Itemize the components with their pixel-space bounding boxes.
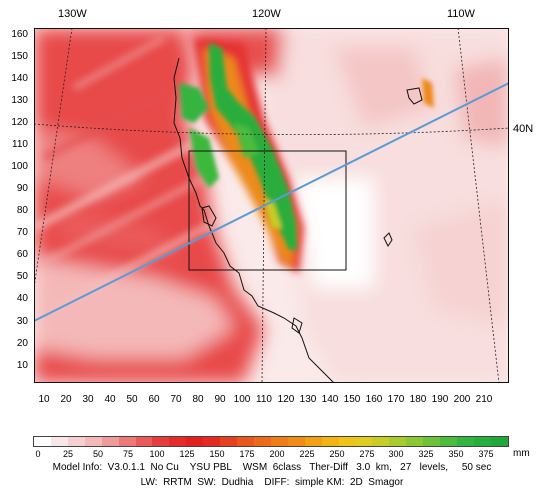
colorbar-swatch	[101, 437, 119, 446]
colorbar-swatch	[473, 437, 491, 446]
colorbar-label: 300	[388, 449, 404, 459]
colorbar-swatch	[186, 437, 204, 446]
y-tick-label: 40	[16, 293, 28, 304]
x-tick-label: 40	[104, 394, 116, 405]
lat-label-40n: 40N	[513, 123, 534, 135]
colorbar-label: 150	[209, 449, 225, 459]
colorbar-swatch	[490, 437, 508, 446]
y-tick-label: 70	[16, 227, 28, 238]
x-tick-label: 30	[82, 394, 94, 405]
x-tick-label: 210	[475, 394, 493, 405]
colorbar-swatch	[287, 437, 305, 446]
x-tick-label: 130	[299, 394, 317, 405]
x-tick-label: 160	[365, 394, 383, 405]
x-tick-label: 70	[170, 394, 182, 405]
land-precip-field	[184, 28, 509, 383]
colorbar-swatch	[304, 437, 322, 446]
model-info-line-1: Model Info: V3.0.1.1 No Cu YSU PBL WSM 6…	[52, 462, 492, 473]
y-tick-label: 120	[11, 117, 28, 128]
colorbar-label: 200	[269, 449, 285, 459]
x-tick-label: 20	[60, 394, 72, 405]
inner-domain-box	[188, 150, 347, 271]
colorbar-swatch	[220, 437, 238, 446]
colorbar-swatch	[423, 437, 441, 446]
colorbar-label: 25	[62, 449, 73, 459]
map-frame	[34, 28, 509, 383]
colorbar-label: 100	[149, 449, 165, 459]
colorbar-swatch	[355, 437, 373, 446]
precip-maxima-green	[179, 43, 434, 250]
y-tick-label: 110	[12, 139, 28, 150]
colorbar-label: 350	[448, 449, 464, 459]
x-tick-label: 190	[431, 394, 449, 405]
colorbar-swatch	[338, 437, 356, 446]
y-tick-label: 150	[11, 51, 28, 62]
colorbar-swatch	[372, 437, 390, 446]
x-tick-label: 200	[453, 394, 471, 405]
colorbar-label: 75	[122, 449, 133, 459]
y-tick-label: 20	[16, 338, 28, 349]
y-tick-label: 130	[11, 95, 28, 106]
colorbar-swatch	[84, 437, 102, 446]
model-info-line-2: LW: RRTM SW: Dudhia DIFF: simple KM: 2D …	[140, 477, 404, 488]
x-tick-label: 80	[192, 394, 204, 405]
colorbar-label: 275	[359, 449, 375, 459]
x-tick-label: 60	[148, 394, 160, 405]
colorbar-label: 50	[92, 449, 103, 459]
y-tick-label: 80	[16, 205, 28, 216]
x-tick-label: 180	[409, 394, 427, 405]
colorbar-label: 0	[35, 449, 41, 459]
colorbar-swatch	[270, 437, 288, 446]
x-tick-label: 10	[38, 394, 50, 405]
precipitation-map	[34, 28, 509, 383]
colorbar-swatch	[34, 437, 51, 446]
lon-label-110w: 110W	[447, 8, 475, 20]
x-tick-label: 120	[277, 394, 295, 405]
colorbar-swatch	[118, 437, 136, 446]
x-tick-label: 170	[387, 394, 405, 405]
x-tick-label: 50	[126, 394, 138, 405]
y-tick-label: 160	[11, 29, 28, 40]
colorbar-swatch	[253, 437, 271, 446]
coastline	[173, 57, 423, 383]
y-tick-label: 90	[16, 183, 28, 194]
colorbar-label: 250	[329, 449, 345, 459]
y-tick-label: 60	[16, 249, 28, 260]
cross-section-line	[34, 82, 509, 322]
colorbar-swatch	[50, 437, 68, 446]
colorbar-swatch	[321, 437, 339, 446]
lon-label-120w: 120W	[252, 8, 281, 20]
colorbar-swatch	[389, 437, 407, 446]
colorbar-label: 175	[239, 449, 255, 459]
colorbar-label: 325	[418, 449, 434, 459]
lon-label-130w: 130W	[58, 8, 87, 20]
precip-streaks	[34, 35, 216, 312]
colorbar-swatch	[237, 437, 254, 446]
y-tick-label: 100	[11, 161, 28, 172]
colorbar-swatch	[457, 437, 474, 446]
colorbar-label: 125	[179, 449, 195, 459]
colorbar-swatch	[169, 437, 187, 446]
colorbar-swatch	[152, 437, 170, 446]
colorbar-swatch	[67, 437, 85, 446]
colorbar	[33, 436, 509, 447]
colorbar-swatch	[406, 437, 424, 446]
colorbar-swatch	[203, 437, 221, 446]
colorbar-label: 375	[478, 449, 494, 459]
x-tick-label: 90	[214, 394, 226, 405]
colorbar-label: 225	[299, 449, 315, 459]
colorbar-swatch	[440, 437, 458, 446]
colorbar-swatch	[135, 437, 153, 446]
x-tick-label: 100	[233, 394, 251, 405]
y-tick-label: 30	[16, 316, 28, 327]
x-tick-label: 140	[321, 394, 339, 405]
colorbar-unit: mm	[513, 448, 530, 459]
y-tick-label: 10	[16, 360, 28, 371]
x-tick-label: 110	[256, 394, 272, 405]
x-tick-label: 150	[343, 394, 361, 405]
y-tick-label: 50	[16, 271, 28, 282]
y-tick-label: 140	[11, 73, 28, 84]
